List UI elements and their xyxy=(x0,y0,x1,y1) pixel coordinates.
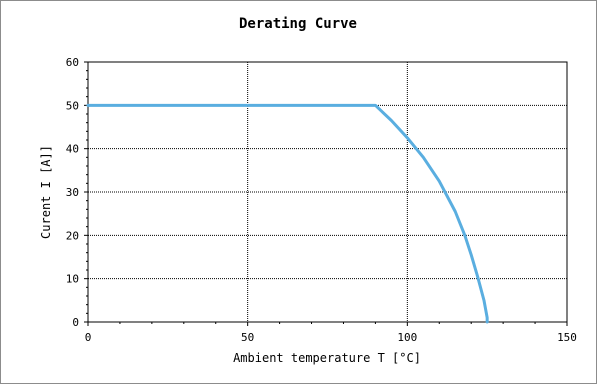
y-axis-label: Curent I [A]] xyxy=(39,145,53,239)
y-tick-label: 40 xyxy=(66,143,79,156)
chart-title: Derating Curve xyxy=(239,16,357,32)
plot-area-border xyxy=(87,61,568,323)
y-tick-label: 60 xyxy=(66,56,79,69)
grid xyxy=(88,62,567,322)
axis-ticks: 0 50 100 150 0 10 20 30 40 50 60 xyxy=(66,56,577,344)
y-tick-label: 0 xyxy=(72,316,79,329)
series-layer xyxy=(86,103,489,324)
y-tick-label: 20 xyxy=(66,229,79,242)
x-tick-label: 150 xyxy=(557,331,577,344)
derating-series-line xyxy=(86,103,489,324)
x-tick-label: 100 xyxy=(397,331,417,344)
y-tick-label: 50 xyxy=(66,99,79,112)
y-tick-label: 30 xyxy=(66,186,79,199)
y-tick-label: 10 xyxy=(66,273,79,286)
x-tick-label: 50 xyxy=(241,331,254,344)
x-tick-label: 0 xyxy=(85,331,92,344)
x-axis-label: Ambient temperature T [°C] xyxy=(233,351,421,365)
